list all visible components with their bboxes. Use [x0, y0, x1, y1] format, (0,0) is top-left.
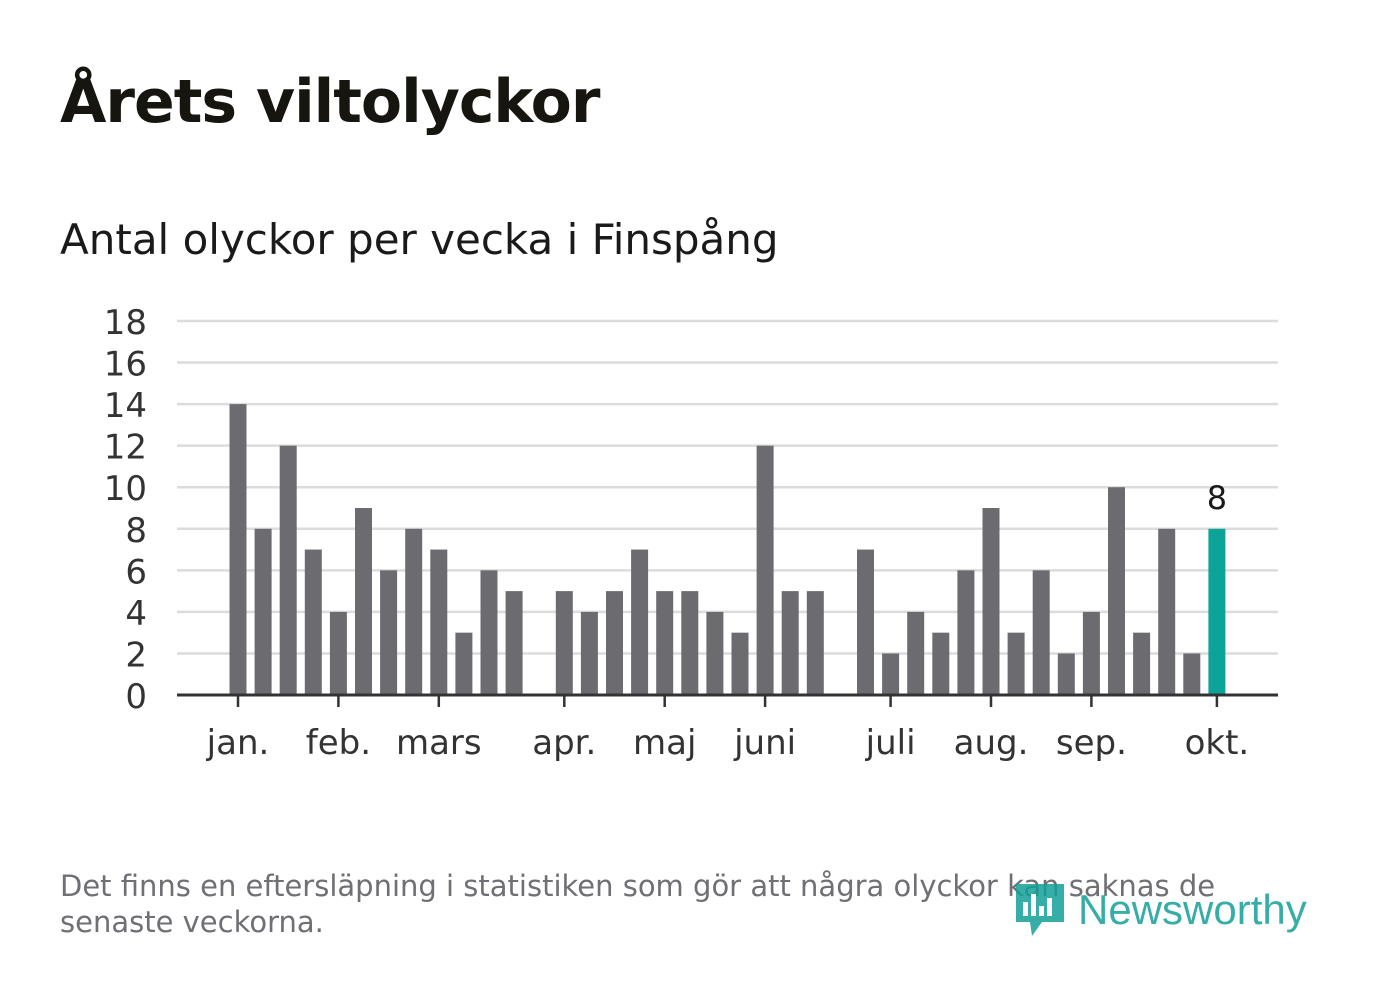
- x-tick-label: sep.: [1056, 723, 1127, 763]
- bar: [329, 611, 347, 695]
- x-tick-label: jan.: [206, 723, 270, 763]
- bar: [580, 611, 598, 695]
- bar: [505, 591, 523, 695]
- bar: [857, 549, 874, 695]
- data-labels: 8: [1207, 479, 1227, 517]
- y-tick-label: 8: [125, 511, 147, 551]
- x-tick-label: apr.: [532, 723, 596, 763]
- bar: [1158, 528, 1176, 695]
- bar: [1032, 570, 1050, 695]
- y-tick-label: 12: [104, 428, 147, 468]
- x-axis: jan. feb. mars apr. maj juni juli aug. sep. okt.: [177, 693, 1278, 763]
- bar: [982, 508, 1000, 695]
- bar: [932, 632, 950, 695]
- bar: [1082, 611, 1100, 695]
- bar: [1057, 653, 1075, 695]
- newsworthy-logo: Newsworthy: [1012, 880, 1307, 940]
- bar: [455, 632, 473, 695]
- chart-subtitle: Antal olyckor per vecka i Finspång: [60, 215, 779, 264]
- bar: [781, 591, 799, 695]
- x-tick-label: mars: [396, 723, 482, 763]
- bar: [430, 549, 448, 695]
- bar: [731, 632, 749, 695]
- bar: [304, 549, 322, 695]
- bar: [681, 591, 699, 695]
- y-tick-label: 16: [104, 345, 147, 385]
- newsworthy-logo-icon: [1016, 884, 1064, 936]
- x-tick-label: juli: [865, 723, 916, 763]
- y-tick-label: 0: [125, 677, 147, 717]
- bar: [806, 591, 824, 695]
- x-tick-label: maj: [633, 723, 696, 763]
- bar: [555, 591, 573, 695]
- x-tick-label: okt.: [1185, 723, 1250, 763]
- bar: [229, 404, 247, 695]
- bar: [405, 528, 423, 695]
- bar: [756, 445, 774, 695]
- y-tick-label: 4: [125, 594, 147, 634]
- bar: [1007, 632, 1025, 695]
- y-tick-label: 6: [125, 552, 147, 592]
- bar: [706, 611, 724, 695]
- bar: [279, 445, 297, 695]
- y-tick-label: 14: [104, 386, 147, 426]
- bar: [631, 549, 649, 695]
- bar: [656, 591, 674, 695]
- data-label-highlight: 8: [1207, 479, 1227, 517]
- bar: [907, 611, 925, 695]
- y-tick-label: 2: [125, 635, 147, 675]
- logo-text: Newsworthy: [1078, 886, 1307, 933]
- bar: [1183, 653, 1201, 695]
- bar: [1108, 487, 1125, 695]
- bar-highlight: [1208, 528, 1226, 695]
- bars: [229, 404, 1226, 695]
- bar: [606, 591, 623, 695]
- bar: [254, 528, 272, 695]
- x-tick-label: juni: [733, 723, 796, 763]
- y-tick-label: 10: [104, 469, 147, 509]
- bar: [882, 653, 900, 695]
- bar: [957, 570, 975, 695]
- bar: [380, 570, 398, 695]
- y-tick-label: 18: [104, 303, 147, 343]
- chart-title: Årets viltolyckor: [60, 67, 600, 137]
- grid-lines: [177, 319, 1278, 655]
- bar: [1133, 632, 1151, 695]
- x-tick-label: feb.: [306, 723, 371, 763]
- x-tick-label: aug.: [954, 723, 1029, 763]
- bar: [480, 570, 498, 695]
- bar: [355, 508, 372, 695]
